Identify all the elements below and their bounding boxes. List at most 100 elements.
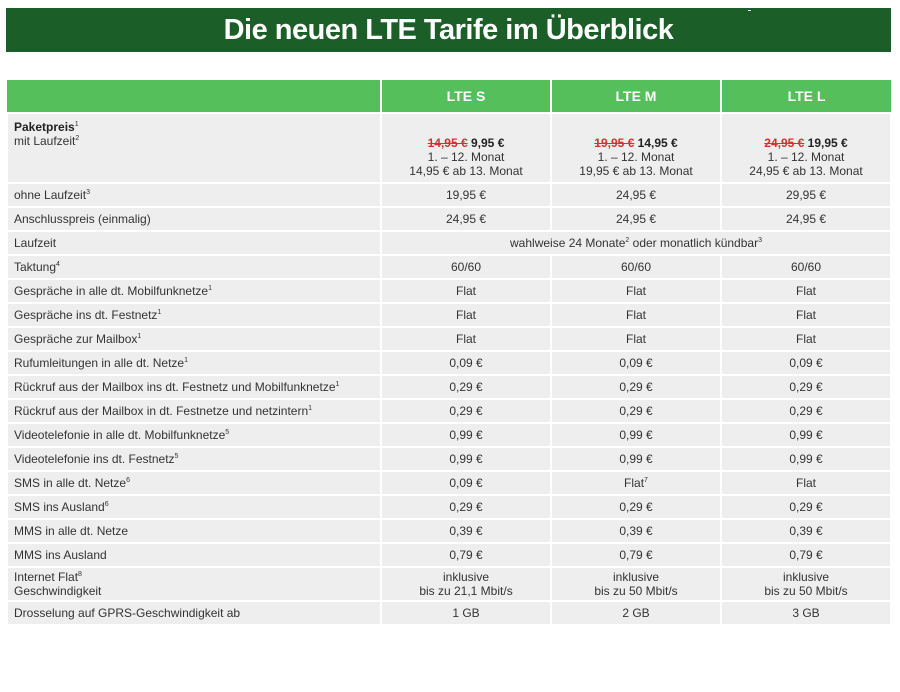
- cell-line: bis zu 21,1 Mbit/s: [419, 584, 513, 598]
- row-label: Laufzeit: [6, 230, 382, 256]
- cell-s: 1 GB: [380, 600, 552, 626]
- cell-s: 60/60: [380, 254, 552, 280]
- row-label: Rufumleitungen in alle dt. Netze1: [6, 350, 382, 376]
- cell-s: Flat: [380, 326, 552, 352]
- footnote-mark: 7: [644, 477, 648, 484]
- table-row: Anschlusspreis (einmalig) 24,95 € 24,95 …: [6, 206, 892, 232]
- price-cell-m: 19,95 € 14,95 € 1. – 12. Monat 19,95 € a…: [550, 112, 722, 184]
- new-price: 14,95 €: [637, 136, 678, 150]
- table-row-laufzeit: Laufzeit wahlweise 24 Monate2 oder monat…: [6, 230, 892, 256]
- footnote-mark: 1: [208, 285, 213, 292]
- cell-s: 0,79 €: [380, 542, 552, 568]
- table-row: Rufumleitungen in alle dt. Netze1 0,09 €…: [6, 350, 892, 376]
- footnote-mark: 8: [78, 571, 82, 578]
- table-row: MMS in alle dt. Netze 0,39 € 0,39 € 0,39…: [6, 518, 892, 544]
- cell-line: inklusive: [612, 570, 660, 584]
- footnote-mark: 5: [174, 453, 179, 460]
- table-row: ohne Laufzeit3 19,95 € 24,95 € 29,95 €: [6, 182, 892, 208]
- cell-line: bis zu 50 Mbit/s: [594, 584, 678, 598]
- row-label: Internet Flat8 Geschwindigkeit: [6, 566, 382, 602]
- cell-l: 0,29 €: [720, 494, 892, 520]
- row-label: Gespräche zur Mailbox1: [6, 326, 382, 352]
- row-label: ohne Laufzeit3: [6, 182, 382, 208]
- row-label-text: Videotelefonie ins dt. Festnetz: [14, 452, 175, 466]
- cell-s: 0,99 €: [380, 446, 552, 472]
- price-label-sub: mit Laufzeit: [14, 134, 76, 148]
- row-label: Paketpreis1 mit Laufzeit2: [6, 112, 382, 184]
- row-label: MMS in alle dt. Netze: [6, 518, 382, 544]
- cell-m: 0,99 €: [550, 422, 722, 448]
- footnote-mark: 1: [308, 405, 313, 412]
- row-label: Taktung4: [6, 254, 382, 280]
- table-row: Taktung4 60/60 60/60 60/60: [6, 254, 892, 280]
- cell-s: 0,29 €: [380, 374, 552, 400]
- page-title: Die neuen LTE Tarife im Überblick: [223, 14, 674, 46]
- cell-m: Flat: [550, 326, 722, 352]
- price-after: 14,95 € ab 13. Monat: [409, 164, 523, 178]
- cell-l: 0,39 €: [720, 518, 892, 544]
- laufzeit-text-1: wahlweise 24 Monate: [510, 236, 626, 250]
- footnote-mark: 6: [104, 501, 109, 508]
- cell-s: 0,99 €: [380, 422, 552, 448]
- table-row: SMS ins Ausland6 0,29 € 0,29 € 0,29 €: [6, 494, 892, 520]
- row-label-text: Rückruf aus der Mailbox in dt. Festnetze…: [14, 404, 309, 418]
- cell-s: 0,29 €: [380, 398, 552, 424]
- table-row: SMS in alle dt. Netze6 0,09 € Flat7 Flat: [6, 470, 892, 496]
- cell-l: Flat: [720, 278, 892, 304]
- row-label: Videotelefonie ins dt. Festnetz5: [6, 446, 382, 472]
- new-price: 9,95 €: [471, 136, 505, 150]
- footnote-mark: 6: [126, 477, 130, 484]
- footnote-mark: 1: [157, 309, 162, 316]
- row-label: Rückruf aus der Mailbox ins dt. Festnetz…: [6, 374, 382, 400]
- row-label-text: Gespräche zur Mailbox: [14, 332, 138, 346]
- cell-s: Flat: [380, 302, 552, 328]
- cell-m: 24,95 €: [550, 206, 722, 232]
- plan-header-s: LTE S: [380, 80, 551, 113]
- row-label: Gespräche in alle dt. Mobilfunknetze1: [6, 278, 382, 304]
- cell-m: 0,79 €: [550, 542, 722, 568]
- row-label: Drosselung auf GPRS-Geschwindigkeit ab: [6, 600, 382, 626]
- cell-l: inklusive bis zu 50 Mbit/s: [720, 566, 892, 602]
- cell-l: Flat: [720, 470, 892, 496]
- row-label-text: Rückruf aus der Mailbox ins dt. Festnetz…: [14, 380, 336, 394]
- row-label: MMS ins Ausland: [6, 542, 382, 568]
- footnote-mark: 5: [225, 429, 230, 436]
- row-label: Gespräche ins dt. Festnetz1: [6, 302, 382, 328]
- cell-l: 29,95 €: [720, 182, 892, 208]
- plan-header-m: LTE M: [550, 80, 721, 113]
- row-label: Rückruf aus der Mailbox in dt. Festnetze…: [6, 398, 382, 424]
- cell-m: Flat: [550, 278, 722, 304]
- table-row: Gespräche in alle dt. Mobilfunknetze1 Fl…: [6, 278, 892, 304]
- cell-s: 0,09 €: [380, 470, 552, 496]
- price-label-main: Paketpreis: [14, 120, 75, 134]
- speed-label: Geschwindigkeit: [14, 584, 102, 598]
- footnote-mark: 1: [74, 121, 79, 128]
- cell-l: 0,99 €: [720, 422, 892, 448]
- cell-l: 60/60: [720, 254, 892, 280]
- laufzeit-cell: wahlweise 24 Monate2 oder monatlich künd…: [380, 230, 892, 256]
- table-row: Rückruf aus der Mailbox ins dt. Festnetz…: [6, 374, 892, 400]
- cell-m: 0,29 €: [550, 398, 722, 424]
- price-after: 24,95 € ab 13. Monat: [749, 164, 863, 178]
- price-after: 19,95 € ab 13. Monat: [579, 164, 693, 178]
- row-label-text: ohne Laufzeit: [14, 188, 87, 202]
- cell-s: 0,39 €: [380, 518, 552, 544]
- table-row: Videotelefonie ins dt. Festnetz5 0,99 € …: [6, 446, 892, 472]
- header-row: LTE S LTE M LTE L: [7, 80, 891, 113]
- price-period: 1. – 12. Monat: [767, 150, 845, 164]
- cell-s: 19,95 €: [380, 182, 552, 208]
- cell-s: Flat: [380, 278, 552, 304]
- row-label-text: Taktung: [14, 260, 57, 274]
- footnote-mark: 1: [335, 381, 340, 388]
- plan-header-l: LTE L: [720, 80, 891, 113]
- row-label-text: Gespräche in alle dt. Mobilfunknetze: [14, 284, 209, 298]
- cell-line: inklusive: [782, 570, 830, 584]
- cell-m: 0,29 €: [550, 494, 722, 520]
- footnote-mark: 4: [56, 261, 60, 268]
- cell-s: 24,95 €: [380, 206, 552, 232]
- old-price: 24,95 €: [764, 136, 805, 150]
- internet-label: Internet Flat: [14, 570, 79, 584]
- table-row: Drosselung auf GPRS-Geschwindigkeit ab 1…: [6, 600, 892, 626]
- row-label-text: Gespräche ins dt. Festnetz: [14, 308, 158, 322]
- table-row-package-price: Paketpreis1 mit Laufzeit2 14,95 € 9,95 €…: [6, 112, 892, 184]
